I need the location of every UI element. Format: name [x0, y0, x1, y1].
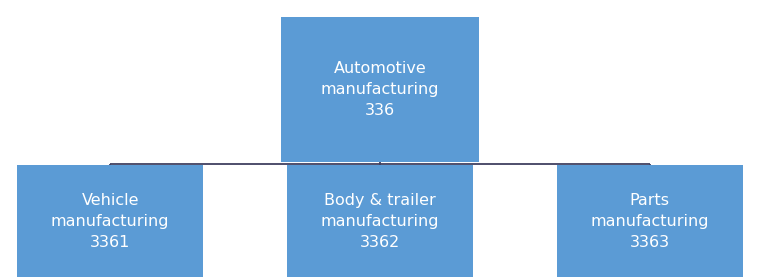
Text: Body & trailer
manufacturing
3362: Body & trailer manufacturing 3362 [321, 193, 439, 250]
FancyBboxPatch shape [287, 165, 473, 277]
FancyBboxPatch shape [556, 165, 743, 277]
FancyBboxPatch shape [281, 17, 479, 162]
Text: Vehicle
manufacturing
3361: Vehicle manufacturing 3361 [51, 193, 169, 250]
FancyBboxPatch shape [17, 165, 203, 277]
Text: Parts
manufacturing
3363: Parts manufacturing 3363 [591, 193, 709, 250]
Text: Automotive
manufacturing
336: Automotive manufacturing 336 [321, 61, 439, 118]
